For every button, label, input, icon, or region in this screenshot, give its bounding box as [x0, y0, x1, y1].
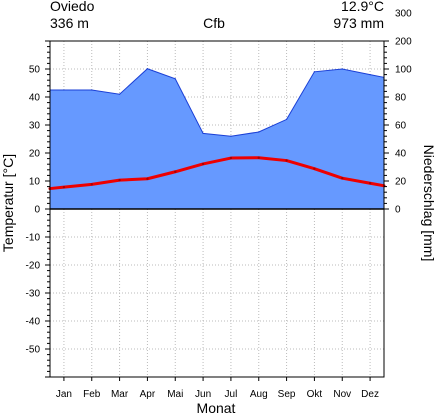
- temperature-point-apr: [146, 177, 149, 180]
- month-axis: Jan Feb Mar Apr Mai Jun Jul Aug Sep Okt Nov Dez: [56, 377, 379, 400]
- station-name: Oviedo: [50, 0, 95, 14]
- month-label-feb: Feb: [83, 389, 101, 400]
- temperature-line: [48, 156, 386, 191]
- temperature-point-jan: [62, 185, 66, 189]
- precipitation-series: [50, 68, 385, 209]
- precipitation-point-feb: [91, 89, 93, 91]
- temperature-tick-label: 40: [29, 93, 41, 104]
- month-label-dez: Dez: [361, 389, 379, 400]
- precipitation-point-sep: [285, 118, 288, 120]
- temperature-point-mar: [118, 178, 121, 182]
- precipitation-tick-label: 20: [395, 177, 407, 188]
- temperature-tick-label: -50: [26, 345, 41, 356]
- precipitation-point-mai: [174, 78, 176, 80]
- temperature-point-feb: [90, 183, 93, 186]
- temperature-tick-label: -10: [26, 233, 41, 244]
- x-axis-title: Monat: [197, 400, 236, 416]
- precipitation-point-mar: [118, 93, 121, 95]
- precipitation-point-jul: [230, 135, 232, 137]
- temperature-point-jul: [229, 156, 233, 160]
- y-axis-title-right: Niederschlag [mm]: [421, 145, 437, 262]
- month-label-mar: Mar: [111, 389, 129, 400]
- precipitation-point-okt: [313, 71, 316, 73]
- temperature-point-dez: [368, 182, 372, 185]
- temperature-point-jun: [201, 162, 205, 166]
- month-label-mai: Mai: [167, 389, 183, 400]
- temperature-tick-label: -40: [26, 317, 41, 328]
- annual-precipitation: 973 mm: [333, 15, 384, 31]
- month-label-jan: Jan: [56, 389, 72, 400]
- temperature-tick-label: 0: [34, 205, 40, 216]
- precipitation-point-apr: [146, 68, 149, 70]
- precipitation-axis: 900800700600500400300200100806040200: [384, 9, 412, 216]
- climate-classification: Cfb: [203, 15, 225, 31]
- temperature-tick-label: -30: [26, 289, 41, 300]
- y-axis-title-left: Temperatur [°C]: [0, 154, 16, 252]
- precipitation-point-jan: [63, 89, 65, 91]
- precipitation-tick-label: 40: [395, 149, 407, 160]
- precipitation-tick-label: 100: [395, 65, 412, 76]
- temperature-tick-label: 10: [29, 177, 41, 188]
- temperature-point-okt: [313, 167, 316, 170]
- precipitation-point-nov: [341, 68, 343, 70]
- precipitation-area: [50, 68, 384, 209]
- temperature-series: [48, 156, 386, 191]
- temperature-tick-label: 30: [29, 121, 41, 132]
- precipitation-tick-label: 200: [395, 37, 412, 48]
- precipitation-tick-label: 300: [395, 9, 412, 20]
- annual-mean-temperature: 12.9°C: [341, 0, 384, 14]
- month-label-aug: Aug: [250, 389, 268, 400]
- temperature-tick-label: -20: [26, 261, 41, 272]
- precipitation-point-dez: [369, 74, 371, 76]
- precipitation-tick-label: 0: [395, 205, 401, 216]
- temperature-point-nov: [341, 177, 344, 180]
- month-label-okt: Okt: [307, 389, 323, 400]
- month-label-sep: Sep: [278, 389, 296, 400]
- precipitation-point-aug: [258, 131, 260, 133]
- month-label-jun: Jun: [195, 389, 211, 400]
- month-label-jul: Jul: [225, 389, 238, 400]
- month-label-apr: Apr: [140, 389, 156, 400]
- precipitation-tick-label: 60: [395, 121, 407, 132]
- temperature-point-sep: [285, 159, 288, 162]
- temperature-tick-label: 50: [29, 65, 41, 76]
- month-label-nov: Nov: [333, 389, 351, 400]
- precipitation-line: [50, 68, 385, 137]
- temperature-tick-label: 20: [29, 149, 41, 160]
- temperature-point-aug: [257, 156, 260, 159]
- temperature-point-mai: [174, 170, 177, 173]
- station-elevation: 336 m: [50, 15, 89, 31]
- temperature-axis: 50 40 30 20 10 0 -10 -20 -30 -40 -50: [26, 40, 50, 378]
- precipitation-tick-label: 80: [395, 93, 407, 104]
- precipitation-point-jun: [202, 132, 204, 134]
